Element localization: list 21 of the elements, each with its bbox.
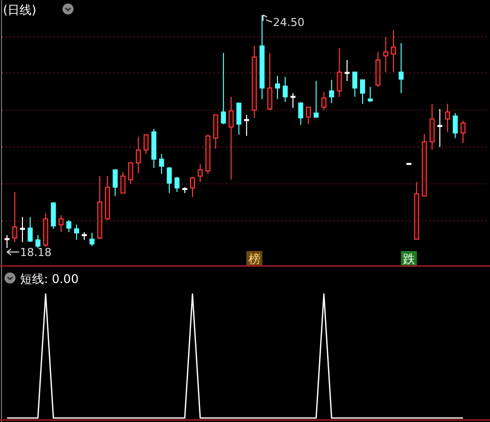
candlestick <box>336 48 342 98</box>
candlestick <box>445 103 450 132</box>
candlestick <box>398 42 404 94</box>
text: 榜 <box>248 252 260 266</box>
candlestick <box>260 14 265 100</box>
candlestick <box>136 136 141 174</box>
candlestick <box>58 214 64 233</box>
candlestick <box>383 36 388 73</box>
candlestick <box>252 45 257 118</box>
annotation: 18.18 <box>20 246 52 259</box>
chart-title: 短线: 0.00 <box>20 272 79 286</box>
chart-title: (日线) <box>3 3 36 17</box>
candlestick <box>275 75 280 100</box>
candlestick <box>198 163 203 183</box>
annotation: 24.50 <box>273 16 305 29</box>
text: 跌 <box>402 252 415 266</box>
candlestick <box>228 96 234 180</box>
candlestick <box>430 103 435 150</box>
candlestick <box>437 108 442 148</box>
candlestick <box>390 30 396 73</box>
candlestick <box>20 216 25 243</box>
